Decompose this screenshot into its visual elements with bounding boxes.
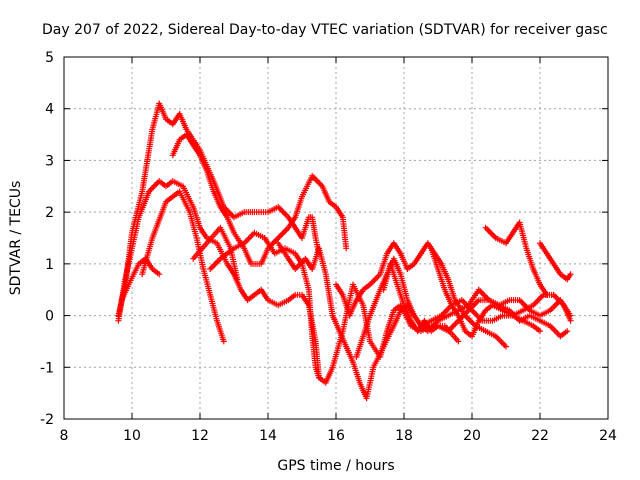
x-tick-label: 8 (60, 428, 69, 444)
y-tick-label: 3 (45, 153, 54, 169)
x-tick-label: 18 (395, 428, 413, 444)
x-tick-label: 20 (463, 428, 481, 444)
series-track-13 (482, 219, 550, 298)
x-axis-label: GPS time / hours (277, 458, 394, 474)
grid-lines (64, 57, 608, 419)
y-tick-label: 1 (45, 257, 54, 273)
y-tick-label: 0 (45, 309, 54, 325)
x-tick-label: 22 (531, 428, 549, 444)
x-tick-label: 12 (191, 428, 209, 444)
x-tick-label: 10 (123, 428, 141, 444)
series-track-7 (207, 229, 322, 381)
series-track-8 (275, 240, 574, 402)
plot-frame (63, 56, 609, 420)
series-track-2 (169, 131, 350, 267)
y-tick-label: 2 (45, 205, 54, 221)
x-tick-label: 16 (327, 428, 345, 444)
series-track-14 (537, 240, 574, 283)
chart-title: Day 207 of 2022, Sidereal Day-to-day VTE… (42, 22, 608, 38)
y-tick-label: -1 (40, 360, 54, 376)
y-axis-label: SDTVAR / TECUs (8, 181, 24, 296)
x-tick-label: 14 (259, 428, 277, 444)
series-track-12 (428, 245, 574, 340)
series-track-5 (139, 188, 227, 345)
y-tick-label: -2 (40, 412, 54, 428)
y-tick-label: 4 (45, 102, 54, 118)
data-series (115, 100, 574, 402)
x-tick-label: 24 (599, 428, 617, 444)
y-tick-label: 5 (45, 50, 54, 66)
